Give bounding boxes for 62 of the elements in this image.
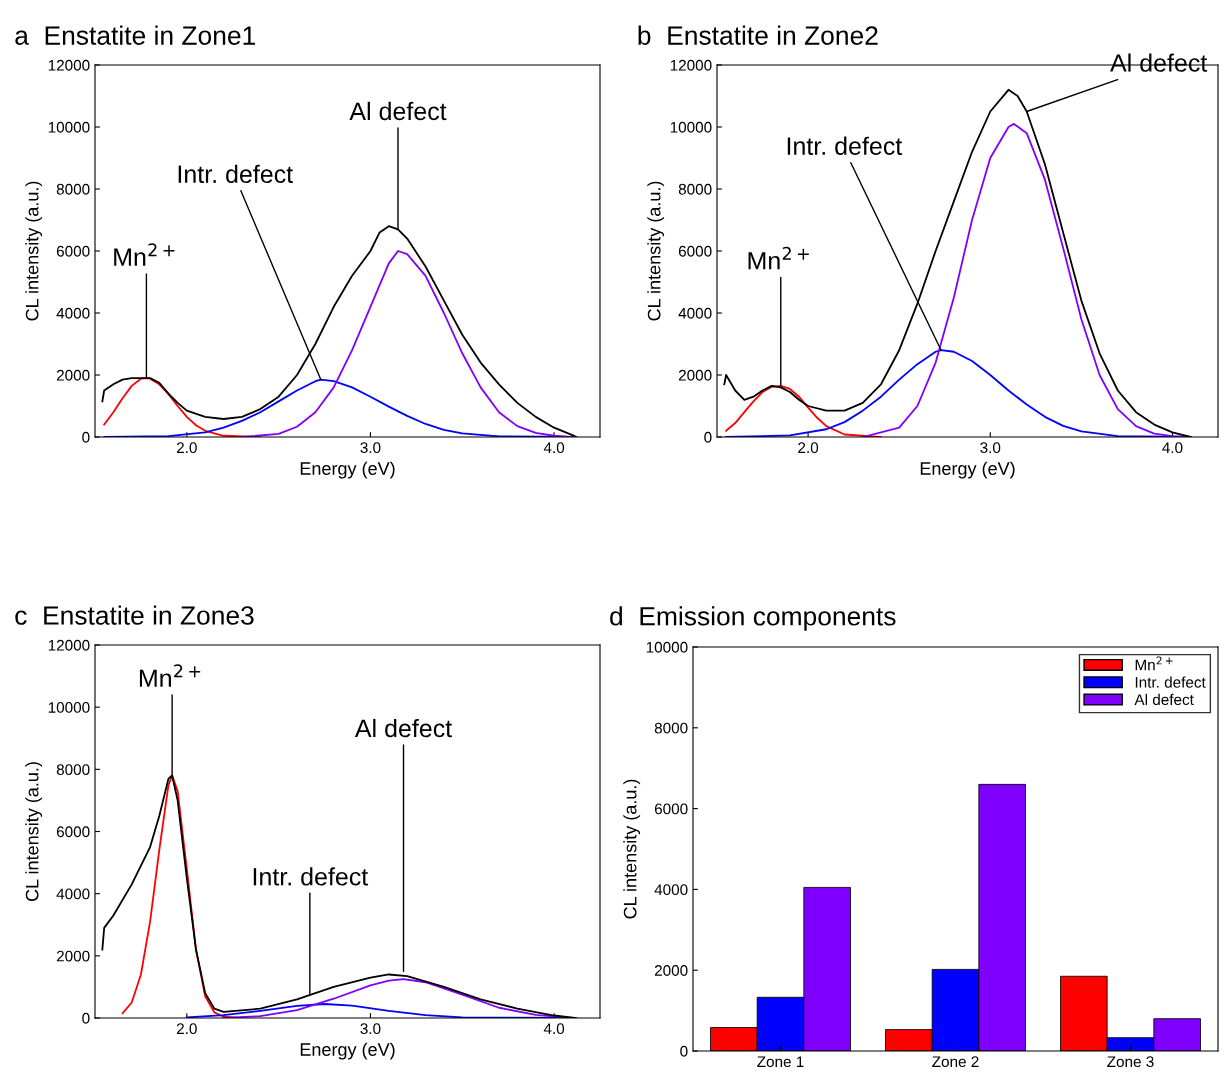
y-tick-label: 6000 (56, 245, 90, 257)
chart-title: c Enstatite in Zone3 (15, 605, 254, 625)
y-tick-label: 0 (680, 1045, 688, 1057)
y-tick-label: 2000 (56, 369, 90, 381)
legend-label: Intr. defect (1135, 676, 1206, 688)
x-tick-label: 4.0 (543, 1023, 565, 1035)
annotation: Intr. defect (178, 164, 293, 184)
x-axis-title: Energy (eV) (920, 461, 1015, 479)
x-axis-title: Energy (eV) (300, 1042, 395, 1060)
x-tick-label: 3.0 (360, 442, 381, 454)
annotation: Al defect (1110, 53, 1208, 72)
x-tick-label: 2.0 (176, 1023, 197, 1035)
y-tick-label: 10000 (670, 121, 712, 133)
legend-label: Al defect (1134, 693, 1194, 706)
x-tick-label: 4.0 (543, 442, 565, 454)
x-tick-label: 2.0 (176, 442, 197, 454)
y-tick-label: 10000 (646, 641, 688, 653)
y-tick-label: 0 (82, 1012, 90, 1024)
x-tick-label: Zone 3 (1107, 1056, 1154, 1068)
x-axis-title: Energy (eV) (300, 461, 395, 479)
y-tick-label: 2000 (654, 965, 688, 976)
y-tick-label: 2000 (678, 369, 712, 381)
x-tick-label: Zone 1 (757, 1056, 804, 1068)
y-tick-label: 4000 (654, 884, 688, 896)
y-tick-label: 12000 (670, 59, 712, 71)
y-tick-label: 10000 (48, 121, 90, 133)
y-axis-title: CL intensity (a.u.) (647, 181, 665, 321)
y-tick-label: 6000 (678, 245, 712, 257)
y-axis-title: CL intensity (a.u.) (25, 181, 43, 321)
chart-title: a Enstatite in Zone1 (15, 25, 255, 45)
y-tick-label: 4000 (56, 307, 90, 319)
chart-title: b Enstatite in Zone2 (638, 25, 878, 45)
y-tick-label: 10000 (48, 702, 90, 713)
y-tick-label: 8000 (678, 183, 712, 195)
y-tick-label: 0 (704, 431, 712, 443)
annotation: Al defect (354, 718, 452, 738)
x-tick-label: 4.0 (1162, 442, 1183, 454)
y-tick-label: 12000 (48, 639, 90, 651)
y-tick-label: 4000 (56, 888, 90, 900)
annotation: Intr. defect (787, 136, 903, 155)
annotation: Mn$^{2+}$ (748, 246, 809, 270)
x-tick-label: 2.0 (798, 442, 819, 454)
y-tick-label: 2000 (56, 950, 90, 962)
y-tick-label: 6000 (56, 826, 90, 838)
y-tick-label: 8000 (56, 183, 90, 195)
annotation: Intr. defect (253, 867, 369, 886)
legend-label: Mn$^{2+}$ (1135, 656, 1173, 671)
annotation: Mn$^{2+}$ (139, 664, 201, 687)
y-tick-label: 8000 (654, 722, 688, 734)
y-tick-label: 12000 (48, 59, 90, 71)
annotation: Al defect (349, 101, 447, 121)
x-tick-label: 3.0 (980, 442, 1001, 454)
y-tick-label: 8000 (56, 764, 90, 776)
y-tick-label: 0 (82, 431, 90, 443)
chart-title: d Emission components (610, 606, 896, 631)
y-axis-title: CL intensity (a.u.) (25, 762, 43, 901)
annotation: Mn$^{2+}$ (114, 243, 175, 266)
y-tick-label: 4000 (678, 307, 712, 319)
x-tick-label: Zone 2 (932, 1056, 979, 1068)
y-axis-title: CL intensity (a.u.) (623, 779, 641, 919)
x-tick-label: 3.0 (360, 1023, 381, 1035)
y-tick-label: 6000 (654, 803, 688, 815)
